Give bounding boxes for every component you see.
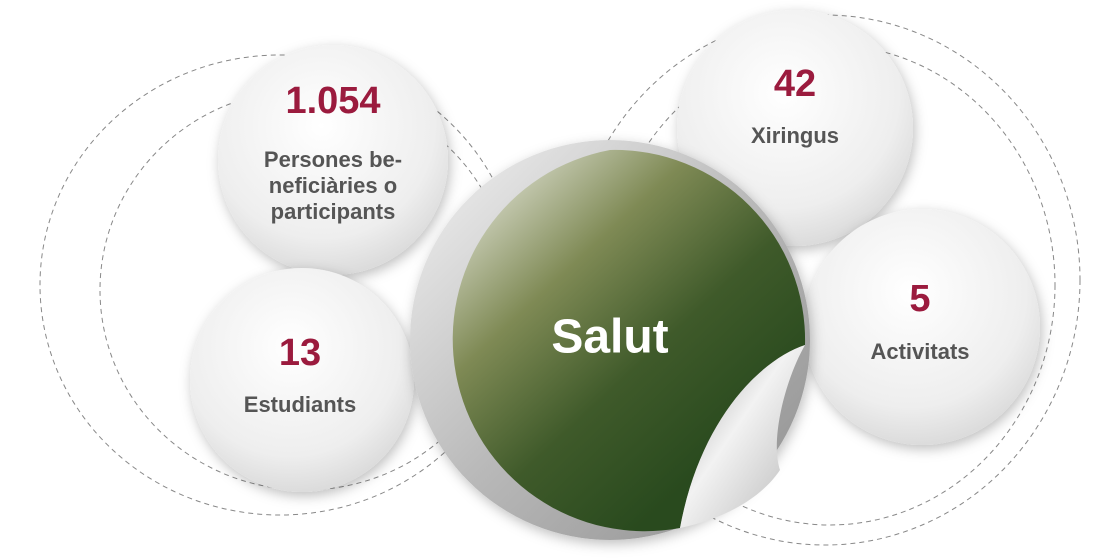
item-label: Activitats bbox=[870, 339, 969, 364]
item-label: Xiringus bbox=[751, 123, 839, 148]
item-value: 5 bbox=[909, 278, 930, 320]
sticker-peel bbox=[680, 345, 805, 528]
item-value: 13 bbox=[279, 332, 321, 374]
item-value: 42 bbox=[774, 63, 816, 105]
item-label: participants bbox=[271, 199, 396, 224]
center-circle bbox=[452, 149, 806, 532]
item-value: 1.054 bbox=[285, 80, 380, 122]
item-circle bbox=[804, 209, 1040, 445]
item-label: Persones be- bbox=[264, 147, 402, 172]
item-label: Estudiants bbox=[244, 392, 356, 417]
center-title: Salut bbox=[551, 311, 668, 364]
item-circle bbox=[190, 268, 414, 492]
item-label: neficiàries o bbox=[269, 173, 397, 198]
item-circle bbox=[218, 45, 448, 275]
